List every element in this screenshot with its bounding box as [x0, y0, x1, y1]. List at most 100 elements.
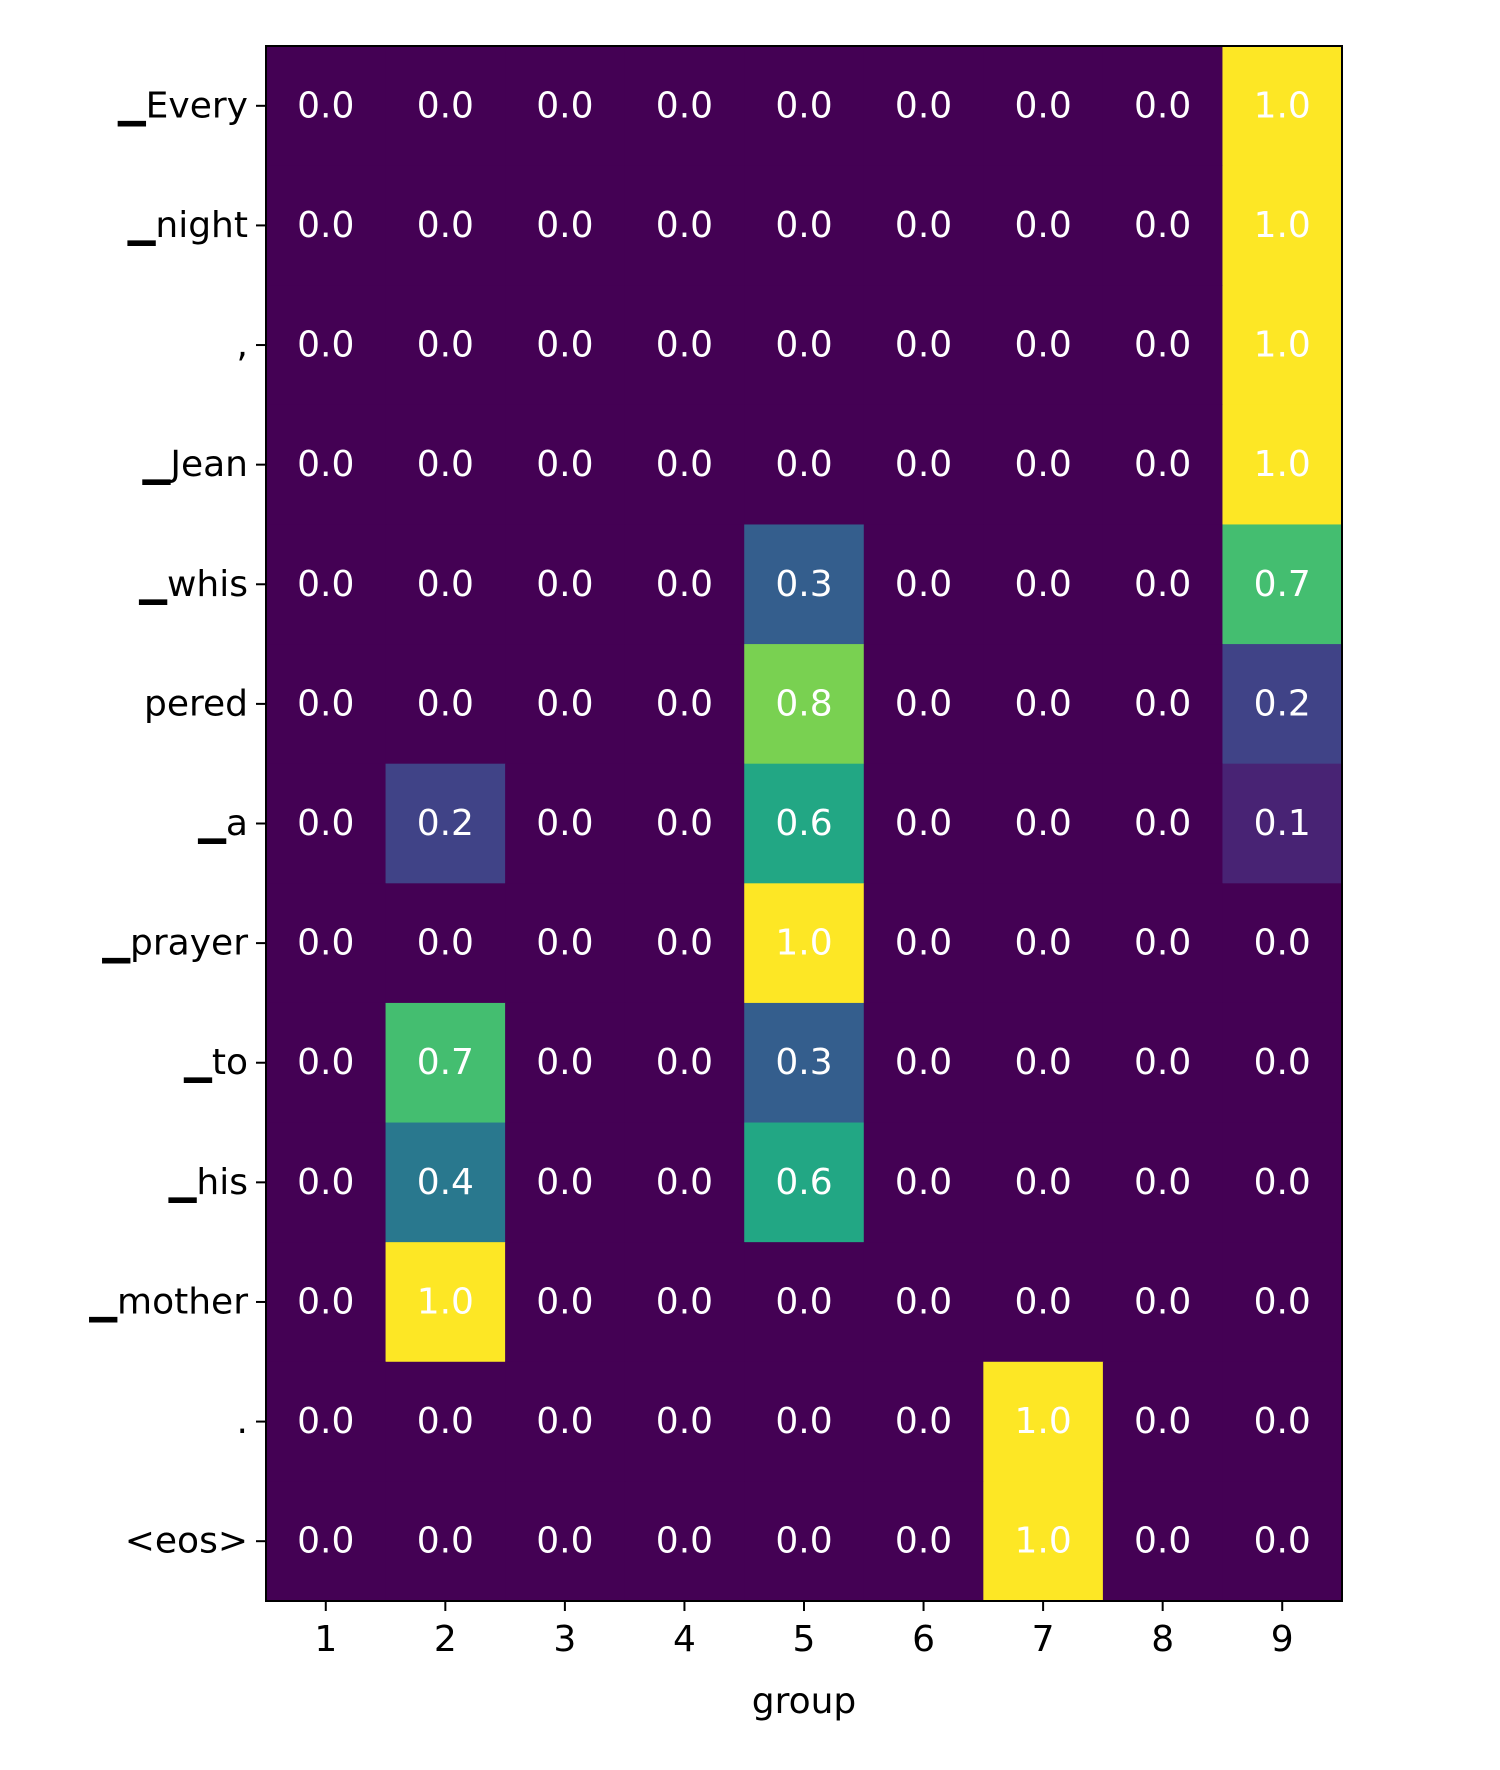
heatmap-cell-value: 0.0: [1014, 1281, 1071, 1322]
heatmap-cell-value: 0.0: [895, 683, 952, 724]
heatmap-cell-value: 0.0: [297, 1401, 354, 1442]
heatmap-cell: [1102, 763, 1223, 884]
heatmap-cell-value: 0.0: [1014, 923, 1071, 964]
heatmap-cell-value: 0.0: [895, 205, 952, 246]
heatmap-cell-value: 0.0: [656, 1401, 713, 1442]
heatmap-cell-value: 0.0: [656, 683, 713, 724]
heatmap-cell: [505, 1361, 626, 1482]
heatmap-cell: [744, 763, 865, 884]
heatmap-cell: [1222, 165, 1343, 286]
y-tick-label: ▁Every: [117, 85, 248, 126]
heatmap-cell-value: 0.0: [1134, 444, 1191, 485]
heatmap-cell: [983, 165, 1104, 286]
heatmap-cell: [505, 524, 626, 645]
heatmap-cell: [744, 165, 865, 286]
heatmap-cell-value: 0.8: [775, 683, 832, 724]
heatmap-cell: [624, 1481, 745, 1602]
heatmap-cell-value: 0.0: [1014, 325, 1071, 366]
heatmap-cell-value: 0.0: [1254, 1281, 1311, 1322]
heatmap-cell-value: 0.0: [656, 444, 713, 485]
y-tick-label: ▁a: [197, 803, 248, 844]
heatmap-cell-value: 0.0: [1014, 683, 1071, 724]
heatmap-cell-value: 0.0: [1014, 564, 1071, 605]
heatmap-cell-value: 0.0: [895, 1042, 952, 1083]
heatmap-cell: [1222, 1361, 1343, 1482]
heatmap-cell: [1222, 1481, 1343, 1602]
heatmap-cell: [1222, 1002, 1343, 1124]
heatmap-cell: [624, 644, 745, 765]
heatmap-cell-value: 0.0: [656, 1281, 713, 1322]
heatmap-cell: [266, 524, 387, 645]
heatmap-cell: [983, 763, 1104, 884]
heatmap-cell: [863, 46, 984, 167]
heatmap-cell: [1102, 1002, 1223, 1124]
y-tick-label: ▁to: [183, 1042, 248, 1083]
heatmap-cell-value: 0.0: [297, 325, 354, 366]
heatmap-cell-value: 0.0: [1254, 1162, 1311, 1203]
heatmap-cell: [624, 763, 745, 884]
heatmap-cell-value: 0.0: [297, 683, 354, 724]
heatmap-cell: [385, 165, 506, 286]
heatmap-cell-value: 0.0: [417, 325, 474, 366]
heatmap-cell: [505, 1481, 626, 1602]
heatmap-cell-value: 1.0: [1014, 1401, 1071, 1442]
heatmap-cell-value: 0.1: [1254, 803, 1311, 844]
heatmap-cell-value: 0.0: [1134, 85, 1191, 126]
heatmap-cell-value: 0.0: [297, 564, 354, 605]
heatmap-cell: [385, 883, 506, 1004]
heatmap-cell-value: 0.0: [1014, 85, 1071, 126]
heatmap-cell-value: 1.0: [1014, 1521, 1071, 1562]
y-tick-label: ▁prayer: [101, 923, 248, 964]
heatmap-cell-value: 0.0: [297, 1521, 354, 1562]
heatmap-cell-value: 0.0: [656, 325, 713, 366]
heatmap-cell-value: 0.0: [1134, 325, 1191, 366]
heatmap-cell-value: 0.0: [895, 564, 952, 605]
heatmap-cell: [624, 1122, 745, 1243]
heatmap-cell: [385, 1002, 506, 1124]
heatmap-cell-value: 0.0: [1254, 1401, 1311, 1442]
heatmap-cell: [863, 524, 984, 645]
heatmap-cell: [624, 1002, 745, 1124]
heatmap-cell-value: 0.0: [536, 325, 593, 366]
x-tick-label: 6: [912, 1619, 935, 1660]
heatmap-cell-value: 0.0: [536, 1162, 593, 1203]
heatmap-cell: [1102, 1122, 1223, 1243]
heatmap-cell-value: 0.0: [1134, 1281, 1191, 1322]
heatmap-cell: [983, 404, 1104, 525]
heatmap-cell-value: 0.0: [1134, 564, 1191, 605]
heatmap-cell: [505, 165, 626, 286]
heatmap-cell-value: 0.0: [536, 1521, 593, 1562]
heatmap-cell: [266, 1002, 387, 1124]
x-tick-label: 5: [793, 1619, 816, 1660]
x-tick-label: 4: [673, 1619, 696, 1660]
heatmap-cell: [266, 1242, 387, 1363]
heatmap-cell: [1222, 1242, 1343, 1363]
heatmap-cell-value: 1.0: [1254, 85, 1311, 126]
heatmap-cell-value: 0.0: [656, 803, 713, 844]
heatmap-cell-value: 0.0: [895, 1162, 952, 1203]
heatmap-cell-value: 0.0: [297, 1162, 354, 1203]
heatmap-cell: [266, 46, 387, 167]
heatmap-cell: [385, 285, 506, 406]
heatmap-cell-value: 0.0: [1134, 683, 1191, 724]
heatmap-cell: [744, 1002, 865, 1124]
heatmap-cell-value: 0.0: [417, 85, 474, 126]
heatmap-cell: [983, 644, 1104, 765]
heatmap-cell: [863, 1242, 984, 1363]
heatmap-cell: [744, 46, 865, 167]
heatmap-cell: [505, 1242, 626, 1363]
heatmap-cell: [385, 524, 506, 645]
heatmap-cell: [1222, 763, 1343, 884]
heatmap-cell: [505, 285, 626, 406]
heatmap-cell-value: 0.6: [775, 803, 832, 844]
heatmap-cell: [505, 763, 626, 884]
heatmap-cell-value: 0.0: [297, 444, 354, 485]
heatmap-cell-value: 0.0: [297, 1281, 354, 1322]
heatmap-cell: [505, 644, 626, 765]
heatmap-cell-value: 1.0: [417, 1281, 474, 1322]
heatmap-cell: [1102, 644, 1223, 765]
x-tick-label: 9: [1271, 1619, 1294, 1660]
heatmap-cell-value: 0.0: [775, 85, 832, 126]
heatmap-cell: [266, 1122, 387, 1243]
